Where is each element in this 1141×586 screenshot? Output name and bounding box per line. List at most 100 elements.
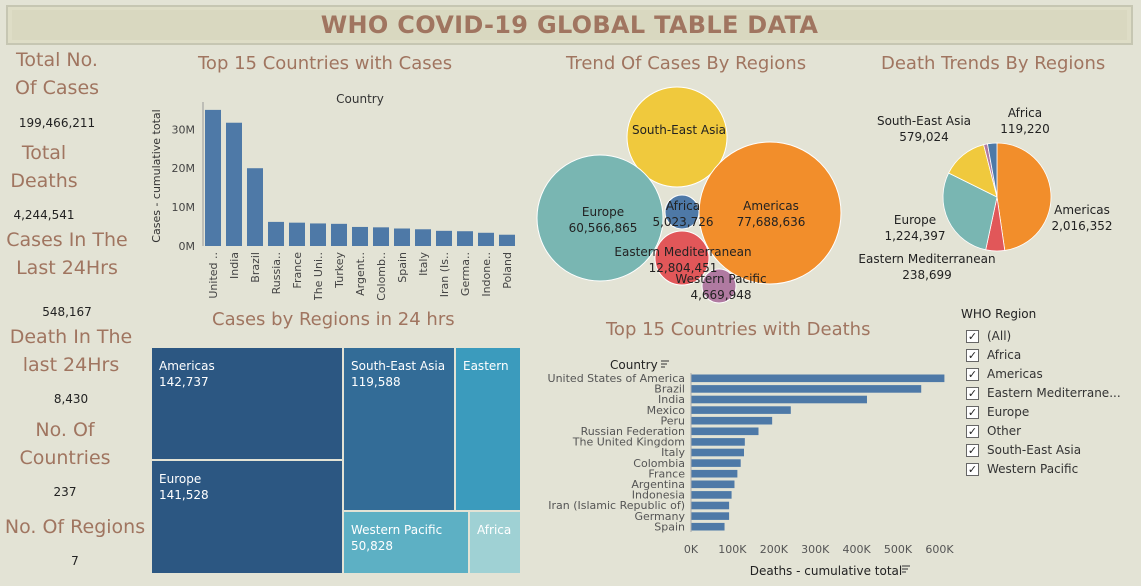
bubble-value-africa: 5,023,726 bbox=[652, 215, 713, 229]
cases-x-tick-label: United .. bbox=[207, 252, 220, 299]
bubble-value-europe: 60,566,865 bbox=[569, 221, 638, 235]
filter-option[interactable]: ✓ (All) bbox=[966, 329, 1011, 343]
deaths-y-tick-label: Mexico bbox=[647, 404, 686, 417]
kpi-total-cases-value: 199,466,211 bbox=[18, 116, 96, 130]
checkbox-checked-icon[interactable]: ✓ bbox=[966, 424, 979, 438]
pie-value-eastern-mediterranean: 238,699 bbox=[902, 268, 952, 282]
treemap-cell-value: 142,737 bbox=[159, 375, 209, 389]
bubble-value-western-pacific: 4,669,948 bbox=[690, 288, 751, 302]
treemap-cell-name: Eastern bbox=[463, 359, 509, 373]
deaths-y-tick-label: Iran (Islamic Republic of) bbox=[548, 499, 685, 512]
checkbox-checked-icon[interactable]: ✓ bbox=[966, 405, 979, 419]
deaths-bar bbox=[691, 522, 725, 531]
cases-x-tick-label: Russia.. bbox=[270, 252, 283, 294]
bubble-title: Trend Of Cases By Regions bbox=[566, 53, 807, 74]
cases-chart-header: Country bbox=[336, 92, 384, 106]
deaths-x-axis-label: Deaths - cumulative total bbox=[750, 564, 902, 578]
cases-bar bbox=[205, 109, 221, 246]
sort-icon bbox=[902, 565, 910, 573]
deaths-y-tick-label: France bbox=[648, 467, 685, 480]
checkbox-checked-icon[interactable]: ✓ bbox=[966, 386, 979, 400]
treemap-cell-name: Americas bbox=[159, 359, 215, 373]
filter-option[interactable]: ✓ South-East Asia bbox=[966, 443, 1081, 457]
filter-option[interactable]: ✓ Eastern Mediterrane... bbox=[966, 386, 1121, 400]
cases-y-tick-label: 30M bbox=[172, 123, 196, 136]
bubble-label-eastern-mediterranean: Eastern Mediterranean bbox=[614, 245, 751, 259]
cases-bar bbox=[352, 226, 368, 246]
cases-x-tick-label: Argent.. bbox=[354, 252, 367, 296]
cases-x-tick-label: The Uni.. bbox=[312, 252, 325, 300]
pie-slice-africa bbox=[987, 142, 998, 198]
filter-option[interactable]: ✓ Americas bbox=[966, 367, 1043, 381]
filter-option[interactable]: ✓ Europe bbox=[966, 405, 1029, 419]
pie-value-south-east-asia: 579,024 bbox=[899, 130, 949, 144]
checkbox-checked-icon[interactable]: ✓ bbox=[966, 348, 979, 362]
deaths-y-tick-label: Russian Federation bbox=[581, 425, 685, 438]
deaths-bar bbox=[691, 406, 791, 414]
cases-bar bbox=[310, 223, 326, 246]
cases-y-tick-label: 20M bbox=[172, 162, 196, 175]
cases-x-tick-label: Spain bbox=[396, 252, 409, 283]
cases-bar-title: Top 15 Countries with Cases bbox=[198, 53, 453, 74]
kpi-deaths-24h-label: Death In The last 24Hrs bbox=[9, 326, 133, 376]
deaths-y-tick-label: Brazil bbox=[654, 383, 685, 396]
deaths-bar bbox=[691, 427, 759, 436]
treemap-cell-value: 50,828 bbox=[351, 539, 393, 553]
cases-x-tick-label: France bbox=[291, 252, 304, 289]
deaths-bar-title: Top 15 Countries with Deaths bbox=[606, 319, 871, 340]
title-banner-inner: WHO COVID-19 GLOBAL TABLE DATA bbox=[12, 10, 1127, 40]
filter-option[interactable]: ✓ Other bbox=[966, 424, 1021, 438]
checkbox-checked-icon[interactable]: ✓ bbox=[966, 367, 979, 381]
deaths-bar bbox=[691, 438, 745, 446]
deaths-y-tick-label: Argentina bbox=[631, 478, 685, 491]
cases-bar bbox=[499, 234, 515, 246]
checkbox-checked-icon[interactable]: ✓ bbox=[966, 329, 979, 343]
treemap-cell-value: 141,528 bbox=[159, 488, 209, 502]
cases-bar bbox=[373, 227, 389, 246]
deaths-x-tick-label: 0K bbox=[684, 543, 699, 556]
deaths-x-tick-label: 200K bbox=[760, 543, 789, 556]
checkbox-checked-icon[interactable]: ✓ bbox=[966, 462, 979, 476]
filter-option-label: Africa bbox=[987, 348, 1022, 362]
cases-bar bbox=[478, 232, 494, 246]
treemap-cell-name: Europe bbox=[159, 472, 202, 486]
treemap-cell-europe: Europe 141,528 bbox=[151, 460, 343, 574]
filter-option[interactable]: ✓ Africa bbox=[966, 348, 1021, 362]
treemap-cell-value: 119,588 bbox=[351, 375, 401, 389]
cases-bar bbox=[331, 223, 347, 246]
kpi-total-deaths-value: 4,244,541 bbox=[13, 208, 75, 222]
deaths-y-tick-label: India bbox=[658, 393, 685, 406]
bubble-label-europe: Europe bbox=[582, 205, 624, 219]
deaths-x-tick-label: 300K bbox=[801, 543, 830, 556]
bubble-south-east-asia bbox=[626, 86, 728, 188]
filter-option-label: (All) bbox=[987, 329, 1012, 343]
deaths-y-tick-label: Spain bbox=[654, 520, 685, 533]
cases-x-tick-label: Iran (Is.. bbox=[438, 252, 451, 297]
cases-x-tick-label: Indone.. bbox=[480, 252, 493, 297]
cases-x-tick-label: Italy bbox=[417, 252, 430, 276]
treemap-cell-americas: Americas 142,737 bbox=[151, 347, 343, 460]
deaths-bar bbox=[691, 480, 735, 489]
cases-bar bbox=[247, 168, 263, 246]
treemap-title: Cases by Regions in 24 hrs bbox=[212, 309, 455, 330]
deaths-y-tick-label: Peru bbox=[660, 414, 685, 427]
cases-bar bbox=[457, 231, 473, 246]
cases-y-tick-label: 0M bbox=[179, 240, 196, 253]
deaths-x-tick-label: 100K bbox=[718, 543, 747, 556]
kpi-total-deaths-label: Total Deaths bbox=[10, 142, 78, 192]
pie-value-europe: 1,224,397 bbox=[884, 229, 945, 243]
filter-option[interactable]: ✓ Western Pacific bbox=[966, 462, 1078, 476]
filter-option-label: South-East Asia bbox=[987, 443, 1082, 457]
kpi-countries-label: No. Of Countries bbox=[19, 419, 111, 469]
bubble-label-south-east-asia: South-East Asia bbox=[632, 123, 726, 137]
filter-option-label: Americas bbox=[987, 367, 1043, 381]
cases-y-axis-label: Cases - cumulative total bbox=[150, 109, 163, 242]
pie-label-africa: Africa bbox=[1008, 106, 1042, 120]
deaths-bar bbox=[691, 501, 730, 510]
deaths-bar bbox=[691, 374, 945, 383]
checkbox-checked-icon[interactable]: ✓ bbox=[966, 443, 979, 457]
cases-x-tick-label: Turkey bbox=[333, 252, 346, 289]
bubble-value-eastern-mediterranean: 12,804,451 bbox=[649, 261, 718, 275]
